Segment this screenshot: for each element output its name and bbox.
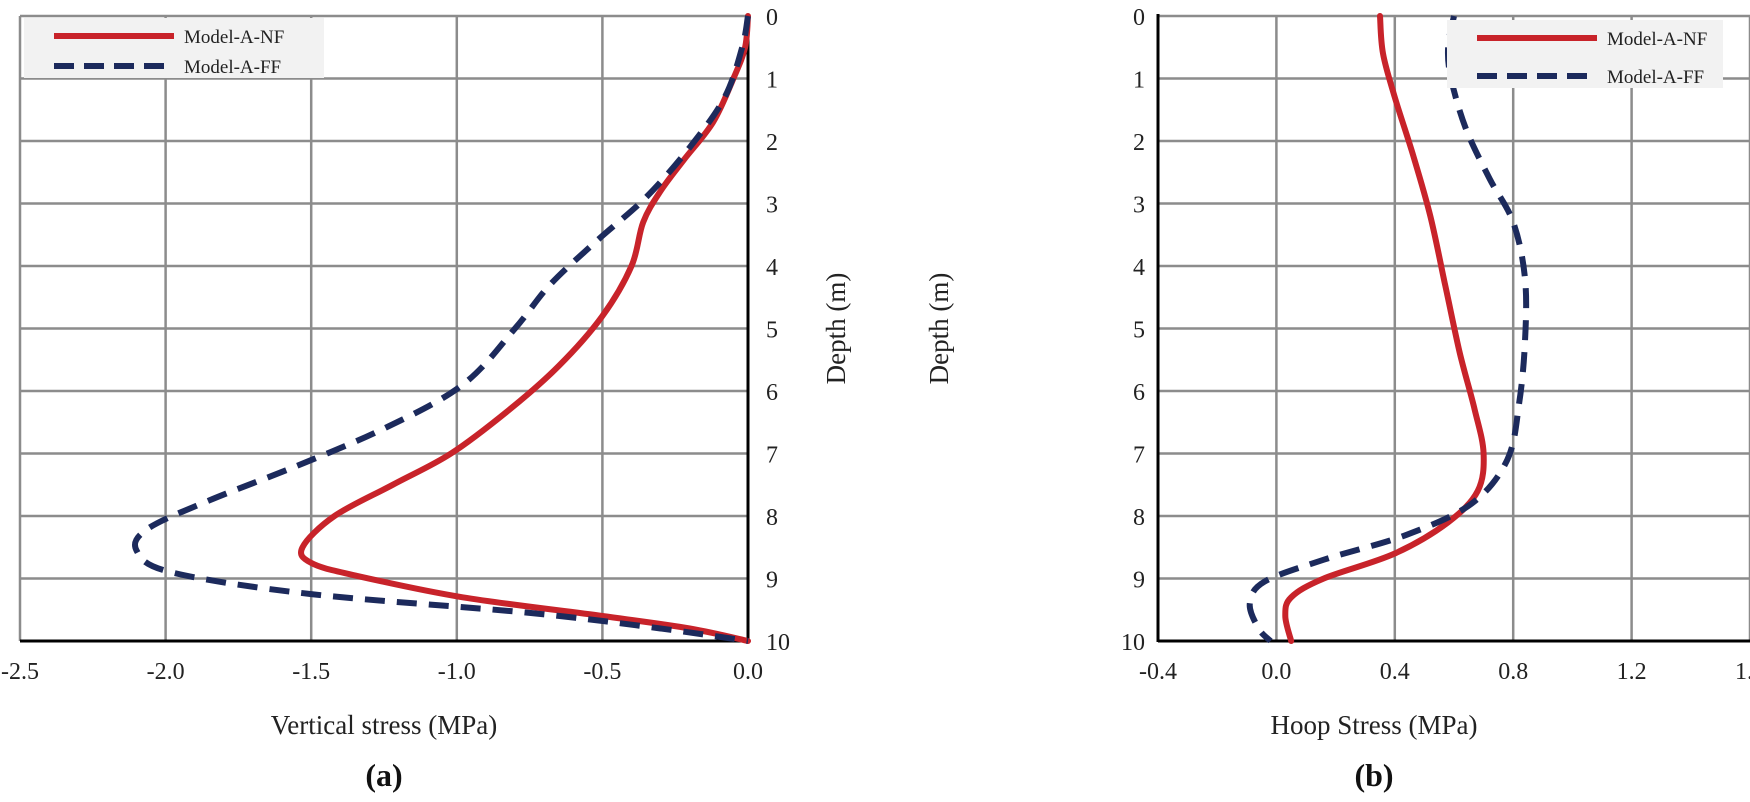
panel-a-legend-label-model-a-nf: Model-A-NF xyxy=(184,27,284,48)
panel-a-x-tick-label: -2.0 xyxy=(147,659,185,685)
panel-a-y-tick-label: 8 xyxy=(766,505,778,531)
panel-b-x-tick-label: 0.4 xyxy=(1380,659,1410,685)
panel-b-y-tick-label: 5 xyxy=(1133,318,1145,344)
panel-b-y-axis-label: Depth (m) xyxy=(924,273,954,385)
panel-a-series-model-a-ff xyxy=(131,15,751,644)
panel-a-x-tick-label: -0.5 xyxy=(583,659,621,685)
panel-a-label: (a) xyxy=(365,757,402,793)
panel-b-y-tick-label: 2 xyxy=(1133,130,1145,156)
panel-a-y-tick-label: 4 xyxy=(766,255,778,281)
panel-a-x-tick-label: -1.0 xyxy=(438,659,476,685)
panel-b-label: (b) xyxy=(1354,757,1393,793)
panel-a-x-tick-label: -2.5 xyxy=(1,659,39,685)
panel-a-y-tick-label: 2 xyxy=(766,130,778,156)
panel-a-y-axis-label: Depth (m) xyxy=(821,273,851,385)
panel-b-y-tick-label: 4 xyxy=(1133,255,1145,281)
panel-a-x-tick-label: 0.0 xyxy=(733,659,763,685)
panel-b-y-tick-label: 10 xyxy=(1121,630,1145,656)
panel-b-y-tick-label: 6 xyxy=(1133,380,1145,406)
panel-b-y-tick-label: 8 xyxy=(1133,505,1145,531)
panel-b-x-axis-label: Hoop Stress (MPa) xyxy=(1271,710,1478,740)
panel-a-x-axis-label: Vertical stress (MPa) xyxy=(271,710,497,740)
panel-b-y-tick-label: 0 xyxy=(1133,5,1145,31)
panel-b-x-tick-label: 0.0 xyxy=(1261,659,1291,685)
panel-a-legend-label-model-a-ff: Model-A-FF xyxy=(184,57,281,78)
panel-b-series-model-a-ff xyxy=(1246,15,1530,644)
panel-b-y-tick-label: 7 xyxy=(1133,443,1145,469)
panel-a-series-model-a-nf xyxy=(298,13,751,644)
panel-b-x-tick-label: 1.2 xyxy=(1617,659,1647,685)
panel-b-y-tick-label: 1 xyxy=(1133,68,1145,94)
panel-a-y-tick-label: 7 xyxy=(766,443,778,469)
panel-b-x-tick-label: 0.8 xyxy=(1498,659,1528,685)
panel-a-y-tick-label: 5 xyxy=(766,318,778,344)
panel-b-x-tick-label: 1.6 xyxy=(1735,659,1750,685)
panel-a-y-tick-label: 9 xyxy=(766,568,778,594)
panel-b-series-model-a-nf xyxy=(1282,13,1487,644)
panel-a-x-tick-label: -1.5 xyxy=(292,659,330,685)
panel-b-x-tick-label: -0.4 xyxy=(1139,659,1177,685)
panel-b-legend-label-model-a-ff: Model-A-FF xyxy=(1607,67,1704,88)
panel-b-legend-label-model-a-nf: Model-A-NF xyxy=(1607,29,1707,50)
panel-b-y-tick-label: 3 xyxy=(1133,193,1145,219)
panel-a-y-tick-label: 0 xyxy=(766,5,778,31)
panel-b-y-tick-label: 9 xyxy=(1133,568,1145,594)
panel-a-y-tick-label: 10 xyxy=(766,630,790,656)
panel-a-y-tick-label: 1 xyxy=(766,68,778,94)
panel-a-y-tick-label: 6 xyxy=(766,380,778,406)
panel-a-y-tick-label: 3 xyxy=(766,193,778,219)
